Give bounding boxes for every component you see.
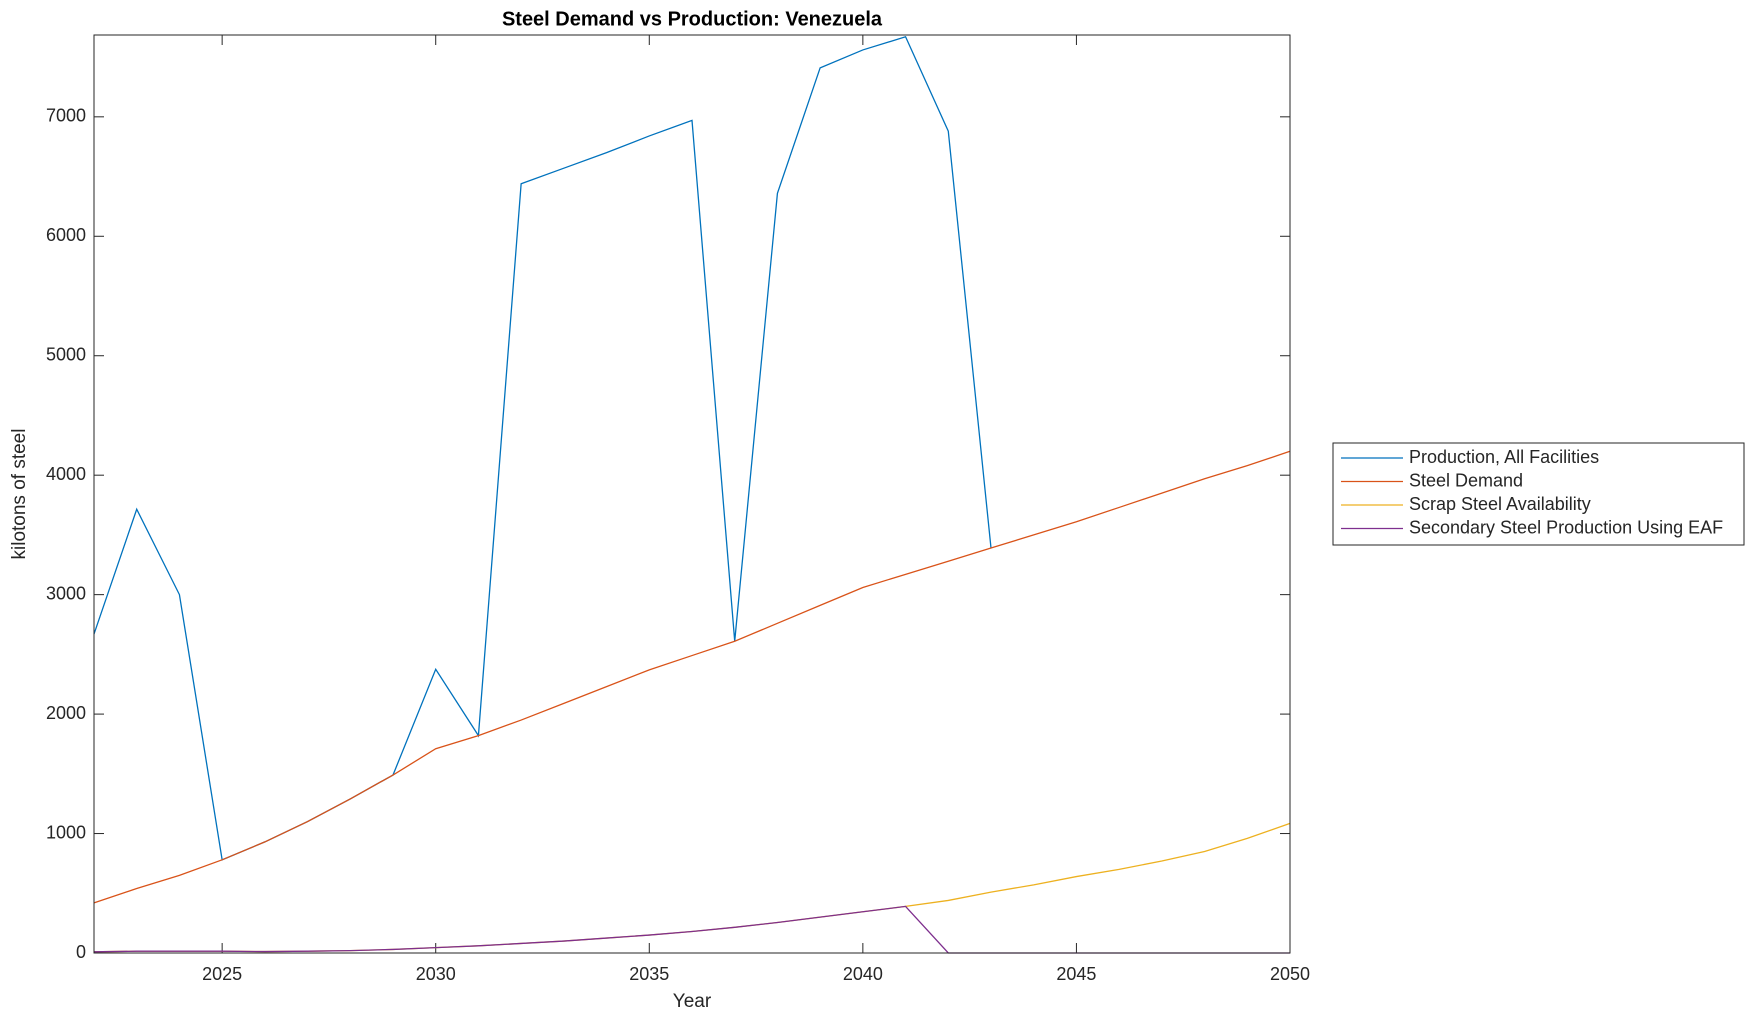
x-axis-label: Year bbox=[673, 991, 712, 1012]
y-tick-label: 0 bbox=[76, 942, 86, 962]
chart-title: Steel Demand vs Production: Venezuela bbox=[502, 8, 883, 30]
y-tick-label: 7000 bbox=[46, 106, 86, 126]
x-tick-label: 2050 bbox=[1270, 964, 1310, 984]
x-tick-label: 2045 bbox=[1056, 964, 1096, 984]
legend-label: Steel Demand bbox=[1409, 470, 1523, 490]
y-tick-label: 1000 bbox=[46, 822, 86, 842]
legend-label: Secondary Steel Production Using EAF bbox=[1409, 517, 1723, 537]
series-line bbox=[93, 450, 1291, 904]
y-axis-label: kilotons of steel bbox=[9, 429, 30, 560]
y-tick-label: 5000 bbox=[46, 344, 86, 364]
legend-label: Scrap Steel Availability bbox=[1409, 494, 1591, 514]
axes-box bbox=[93, 34, 1291, 954]
x-tick-label: 2040 bbox=[843, 964, 883, 984]
y-tick-label: 6000 bbox=[46, 225, 86, 245]
legend-label: Production, All Facilities bbox=[1409, 447, 1599, 467]
x-tick-label: 2025 bbox=[202, 964, 242, 984]
x-tick-label: 2030 bbox=[416, 964, 456, 984]
y-tick-label: 4000 bbox=[46, 464, 86, 484]
y-tick-label: 2000 bbox=[46, 703, 86, 723]
x-tick-label: 2035 bbox=[629, 964, 669, 984]
plot-area bbox=[94, 35, 1290, 953]
y-tick-label: 3000 bbox=[46, 583, 86, 603]
